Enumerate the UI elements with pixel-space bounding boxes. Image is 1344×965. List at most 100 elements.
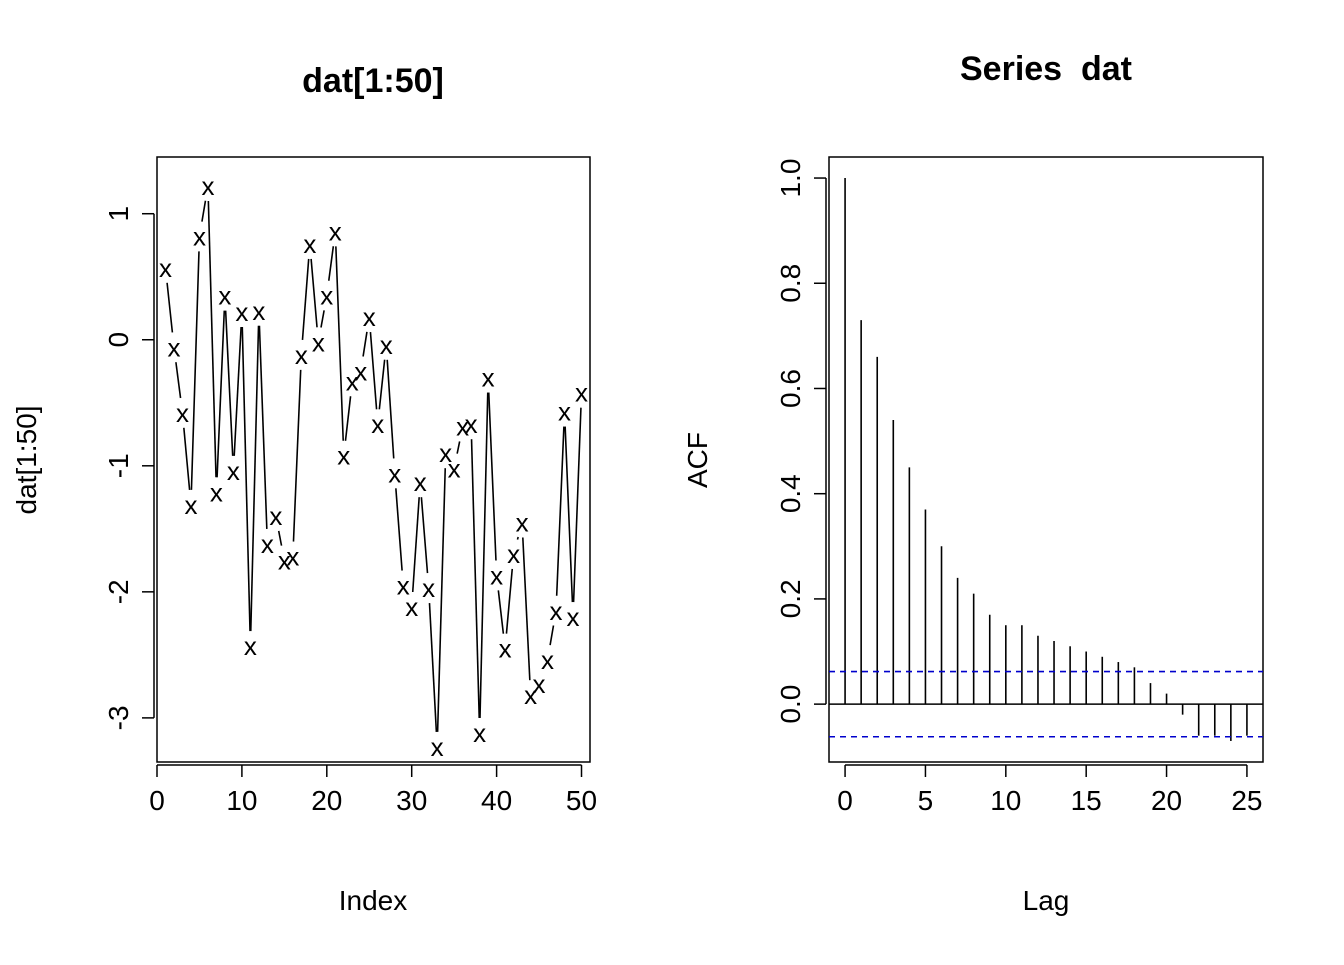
series-line-segment xyxy=(564,426,574,603)
series-line-segment xyxy=(572,407,582,603)
series-line-segment xyxy=(555,426,565,596)
series-point-marker: x xyxy=(329,216,342,246)
acf-plot-y-axis-label: ACF xyxy=(682,432,713,488)
series-point-marker: x xyxy=(541,645,554,675)
series-line-segment xyxy=(301,258,310,340)
series-line-segment xyxy=(190,251,200,490)
series-line-segment xyxy=(175,362,182,399)
series-line-segment xyxy=(249,325,260,632)
series-plot-y-axis-label: dat[1:50] xyxy=(11,406,42,515)
series-point-marker: x xyxy=(422,573,435,603)
series-line-segment xyxy=(505,568,514,634)
series-line-segment xyxy=(310,258,318,328)
acf-plot-frame xyxy=(828,156,1264,763)
series-point-marker: x xyxy=(286,542,299,572)
series-point-marker: x xyxy=(261,529,274,559)
series-point-marker: x xyxy=(575,378,588,408)
acf-plot-y-tick-label: 1.0 xyxy=(775,159,806,198)
series-line-segment xyxy=(241,327,251,632)
series-point-marker: x xyxy=(312,327,325,357)
acf-plot-y-tick-label: 0.4 xyxy=(775,474,806,513)
series-line-segment xyxy=(320,310,325,328)
series-point-marker: x xyxy=(558,397,571,427)
series-point-marker: x xyxy=(567,602,580,632)
series-line-segment xyxy=(369,331,378,410)
series-point-marker: x xyxy=(405,592,418,622)
series-point-marker: x xyxy=(524,680,537,710)
series-point-marker: x xyxy=(456,412,469,442)
acf-plot-y-tick-label: 0.6 xyxy=(775,369,806,408)
series-point-marker: x xyxy=(431,732,444,762)
series-plot-x-tick-label: 20 xyxy=(311,785,342,816)
series-line-segment xyxy=(292,369,302,542)
series-point-marker: x xyxy=(354,356,367,386)
series-point-marker: x xyxy=(193,221,206,251)
series-plot-x-tick-label: 30 xyxy=(396,785,427,816)
series-point-marker: x xyxy=(278,545,291,575)
series-line-segment xyxy=(378,359,386,410)
series-line-segment xyxy=(549,625,555,646)
series-point-marker: x xyxy=(244,631,257,661)
series-plot-y-tick-label: 0 xyxy=(103,332,134,348)
series-plot-title: dat[1:50] xyxy=(302,62,444,100)
series-point-marker: x xyxy=(252,296,265,326)
acf-plot-x-tick-label: 5 xyxy=(918,785,934,816)
series-point-marker: x xyxy=(414,467,427,497)
series-plot-y-tick-label: -2 xyxy=(103,579,134,604)
series-point-marker: x xyxy=(269,501,282,531)
series-plot-x-tick-label: 40 xyxy=(481,785,512,816)
acf-plot-y-tick-label: 0.0 xyxy=(775,685,806,724)
series-point-marker: x xyxy=(227,456,240,486)
acf-plot-x-tick-label: 0 xyxy=(837,785,853,816)
series-line-segment xyxy=(224,310,234,456)
series-line-segment xyxy=(216,310,226,478)
series-line-segment xyxy=(522,537,531,681)
series-line-segment xyxy=(487,392,497,561)
series-point-marker: x xyxy=(363,302,376,332)
series-line-segment xyxy=(362,331,368,357)
series-point-marker: x xyxy=(550,596,563,626)
acf-plot-x-tick-label: 20 xyxy=(1151,785,1182,816)
series-plot-panel: dat[1:50] Index dat[1:50] 0 10 20 30 40 50-3-… xyxy=(11,62,597,916)
series-plot-y-tick-label: -3 xyxy=(103,705,134,730)
series-plot-y-tick-label: 1 xyxy=(103,206,134,222)
series-plot-marks: xxxxxxxxxxxxxxxxxxxxxxxxxxxxxxxxxxxxxxxx… xyxy=(159,171,588,762)
series-point-marker: x xyxy=(303,229,316,259)
series-line-segment xyxy=(456,441,461,454)
series-point-marker: x xyxy=(465,409,478,439)
series-line-segment xyxy=(516,536,519,540)
series-point-marker: x xyxy=(320,281,333,311)
series-point-marker: x xyxy=(184,490,197,520)
series-point-marker: x xyxy=(167,332,180,362)
series-point-marker: x xyxy=(388,458,401,488)
series-line-segment xyxy=(411,497,420,593)
series-line-segment xyxy=(233,326,242,456)
series-line-segment xyxy=(335,246,345,441)
acf-plot-marks xyxy=(829,178,1263,741)
series-line-segment xyxy=(201,200,207,222)
series-line-segment xyxy=(344,396,352,441)
series-line-segment xyxy=(436,468,447,732)
series-point-marker: x xyxy=(482,363,495,393)
acf-plot-title: Series dat xyxy=(960,50,1132,88)
acf-plot-y-tick-label: 0.8 xyxy=(775,264,806,303)
series-plot-axes: 0 10 20 30 40 50 -3 -2 -1 0 1 xyxy=(103,206,597,816)
series-point-marker: x xyxy=(516,508,529,538)
acf-plot-panel: Series dat Lag ACF 0 5 10 15 20 25 0.0 0.2 0.4 0.… xyxy=(682,50,1264,916)
series-line-segment xyxy=(428,602,438,732)
series-plot-x-tick-label: 50 xyxy=(566,785,597,816)
series-line-segment xyxy=(183,427,191,491)
series-point-marker: x xyxy=(507,539,520,569)
acf-plot-x-tick-label: 15 xyxy=(1071,785,1102,816)
series-point-marker: x xyxy=(490,560,503,590)
series-point-marker: x xyxy=(295,340,308,370)
series-line-segment xyxy=(420,497,429,574)
acf-plot-x-axis-label: Lag xyxy=(1023,885,1070,916)
series-point-marker: x xyxy=(346,366,359,396)
series-plot-y-tick-label: -1 xyxy=(103,453,134,478)
series-point-marker: x xyxy=(380,330,393,360)
series-point-marker: x xyxy=(499,634,512,664)
series-point-marker: x xyxy=(473,718,486,748)
series-line-segment xyxy=(470,439,481,719)
acf-plot-x-tick-label: 25 xyxy=(1231,785,1262,816)
